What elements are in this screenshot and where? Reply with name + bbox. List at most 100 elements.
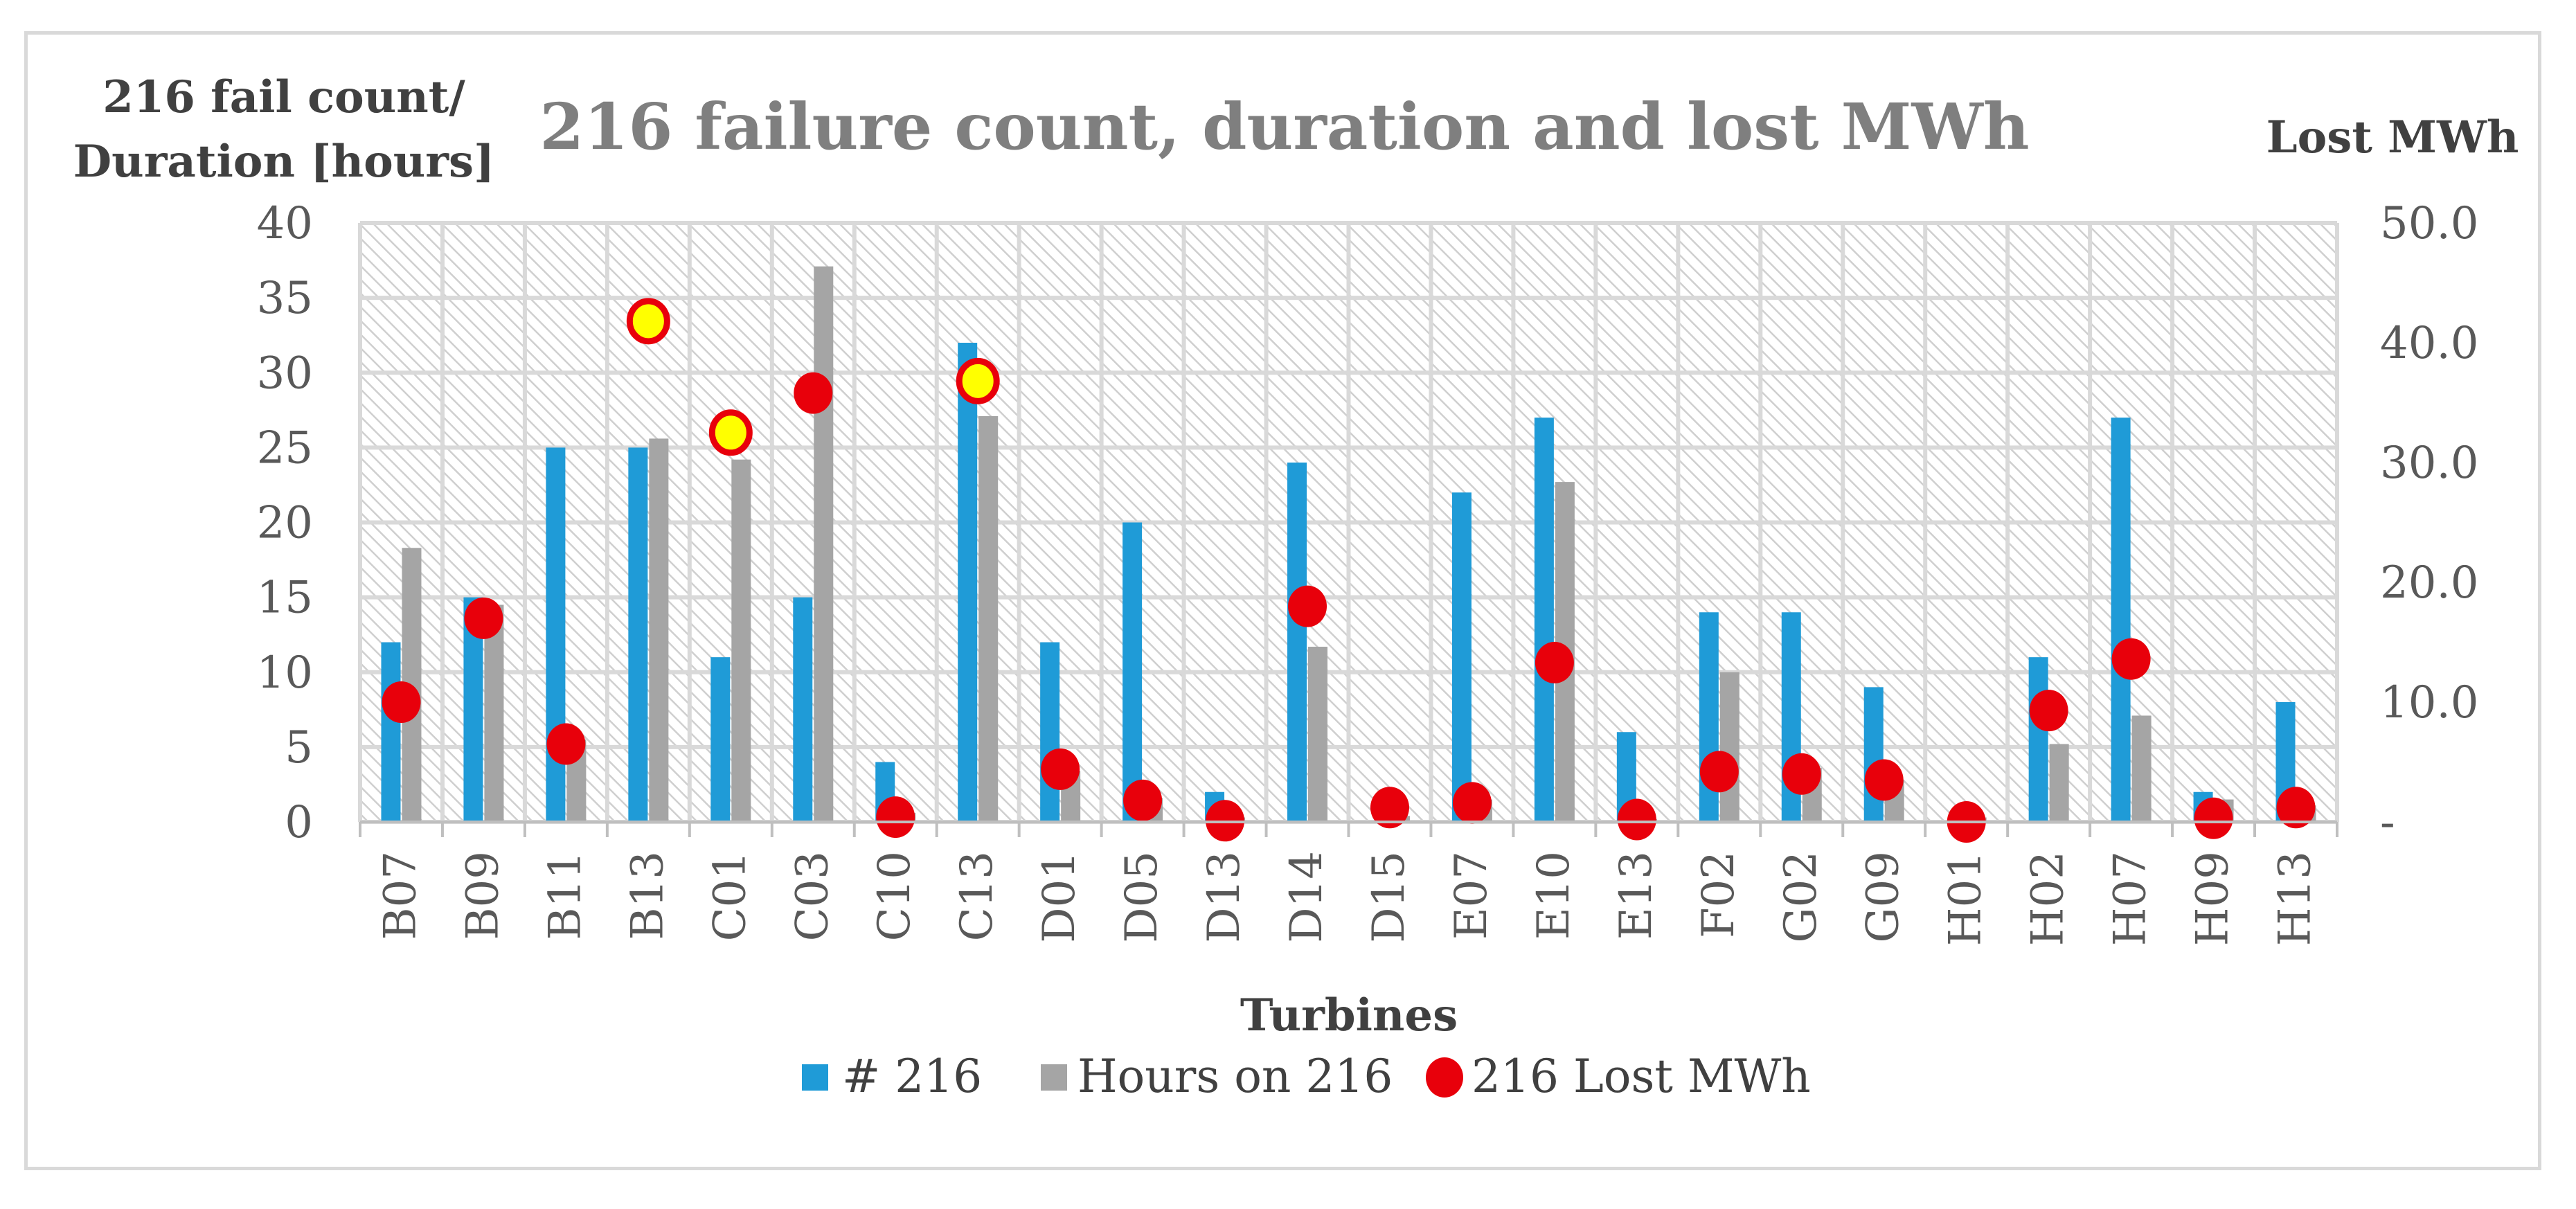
bar-hours-F02	[1719, 672, 1739, 822]
right-tick-label: 50.0	[2380, 198, 2479, 249]
bar-count-G09	[1863, 687, 1884, 822]
marker-lost-mwh-E07	[1452, 782, 1492, 824]
x-tick-label-H01: H01	[1940, 851, 1992, 946]
x-tick-label-E10: E10	[1528, 851, 1580, 940]
left-tick-label: 5	[285, 722, 313, 773]
x-tick-label-B13: B13	[622, 851, 673, 940]
x-tick-label-C10: C10	[869, 851, 920, 941]
x-tick-label-H02: H02	[2023, 851, 2074, 946]
marker-lost-mwh-E10	[1535, 641, 1574, 683]
bar-count-C01	[710, 657, 731, 822]
legend-swatch-count	[802, 1064, 828, 1091]
left-tick-label: 35	[257, 273, 313, 324]
marker-lost-mwh-B13	[626, 298, 670, 345]
x-tick-label-B11: B11	[539, 851, 591, 940]
bar-count-D14	[1287, 463, 1307, 822]
right-tick-label: -	[2380, 797, 2395, 848]
marker-lost-mwh-C01	[708, 409, 753, 456]
bar-count-E10	[1534, 418, 1554, 822]
bar-hours-C03	[814, 266, 834, 822]
x-tick-label-E13: E13	[1611, 851, 1662, 940]
bar-count-D01	[1040, 642, 1060, 822]
bar-hours-D14	[1308, 646, 1328, 822]
marker-lost-mwh-H07	[2111, 638, 2151, 680]
bar-count-B07	[381, 642, 401, 822]
x-tick-label-H13: H13	[2270, 851, 2321, 946]
right-axis-title: Lost MWh	[2266, 111, 2519, 163]
x-tick-label-D05: D05	[1116, 851, 1168, 943]
bar-count-H07	[2111, 418, 2131, 822]
marker-lost-mwh-C13	[956, 357, 1000, 404]
x-tick-label-G02: G02	[1776, 851, 1827, 943]
left-tick-label: 0	[285, 797, 313, 848]
marker-lost-mwh-B07	[382, 681, 421, 723]
marker-lost-mwh-E13	[1617, 798, 1656, 841]
bar-hours-B13	[649, 438, 669, 822]
x-tick-label-D15: D15	[1363, 851, 1415, 943]
right-tick-label: 20.0	[2380, 557, 2479, 609]
marker-lost-mwh-C03	[794, 372, 833, 414]
bar-count-C03	[793, 597, 813, 822]
chart-title: 216 failure count, duration and lost MWh	[539, 89, 2029, 164]
x-axis-title: Turbines	[1240, 989, 1458, 1041]
bar-count-B11	[546, 447, 566, 822]
left-axis-title-line1: 216 fail count/	[102, 71, 465, 123]
x-tick-label-C03: C03	[787, 851, 838, 941]
marker-lost-mwh-H09	[2194, 797, 2233, 839]
legend-label-hours: Hours on 216	[1077, 1050, 1393, 1103]
right-tick-label: 40.0	[2380, 318, 2479, 369]
left-tick-label: 25	[257, 422, 313, 474]
bar-hours-C13	[978, 415, 999, 822]
legend: # 216 Hours on 216 216 Lost MWh	[802, 1050, 1811, 1103]
legend-swatch-hours	[1041, 1064, 1067, 1091]
x-tick-label-H09: H09	[2188, 851, 2239, 946]
x-tick-label-D13: D13	[1199, 851, 1250, 943]
marker-lost-mwh-D14	[1288, 585, 1327, 627]
bar-hours-H02	[2049, 744, 2069, 822]
axes: 0 5 10 15 20 25 30 35 40 - 10.0 20.0 30.0 40.0 50.0 B07…	[257, 198, 2479, 946]
marker-lost-mwh-C10	[876, 796, 915, 839]
x-tick-label-D01: D01	[1034, 851, 1085, 943]
legend-label-count: # 216	[842, 1050, 982, 1103]
left-tick-label: 30	[257, 348, 313, 399]
bar-count-E07	[1451, 492, 1472, 822]
marker-lost-mwh-D01	[1041, 748, 1080, 790]
bar-count-H02	[2028, 657, 2048, 822]
left-axis-title-line2: Duration [hours]	[73, 136, 495, 188]
x-tick-label-C01: C01	[704, 851, 755, 941]
marker-lost-mwh-B09	[464, 597, 503, 639]
marker-lost-mwh-G02	[1782, 753, 1821, 795]
left-tick-label: 10	[257, 647, 313, 699]
x-tick-label-B09: B09	[457, 851, 508, 940]
gridlines	[358, 221, 2339, 824]
bar-count-C13	[958, 343, 978, 822]
x-tick-label-G09: G09	[1858, 851, 1909, 943]
marker-lost-mwh-B11	[546, 723, 586, 765]
markers	[382, 298, 2316, 843]
left-tick-label: 40	[257, 198, 313, 249]
bar-hours-B09	[484, 604, 504, 822]
marker-lost-mwh-H13	[2276, 787, 2316, 829]
marker-lost-mwh-D05	[1123, 779, 1163, 821]
marker-lost-mwh-F02	[1699, 751, 1739, 793]
x-tick-label-C13: C13	[951, 851, 1003, 941]
right-tick-label: 30.0	[2380, 438, 2479, 489]
marker-lost-mwh-D15	[1370, 787, 1409, 829]
marker-lost-mwh-G09	[1864, 759, 1904, 801]
left-tick-label: 15	[257, 573, 313, 624]
x-tick-label-H07: H07	[2105, 851, 2156, 946]
bar-hours-H07	[2131, 715, 2152, 822]
right-tick-label: 10.0	[2380, 677, 2479, 728]
x-tick-label-D14: D14	[1281, 851, 1332, 943]
x-tick-label-E07: E07	[1446, 851, 1497, 940]
bar-hours-C01	[731, 459, 751, 822]
x-tick-label-F02: F02	[1693, 851, 1744, 938]
legend-swatch-lost-mwh	[1426, 1057, 1463, 1098]
x-tick-label-B07: B07	[375, 851, 426, 940]
marker-lost-mwh-H02	[2029, 690, 2068, 732]
legend-label-lost-mwh: 216 Lost MWh	[1472, 1050, 1811, 1103]
bar-count-B13	[628, 447, 648, 822]
left-tick-label: 20	[257, 498, 313, 549]
bar-count-D05	[1122, 522, 1143, 822]
